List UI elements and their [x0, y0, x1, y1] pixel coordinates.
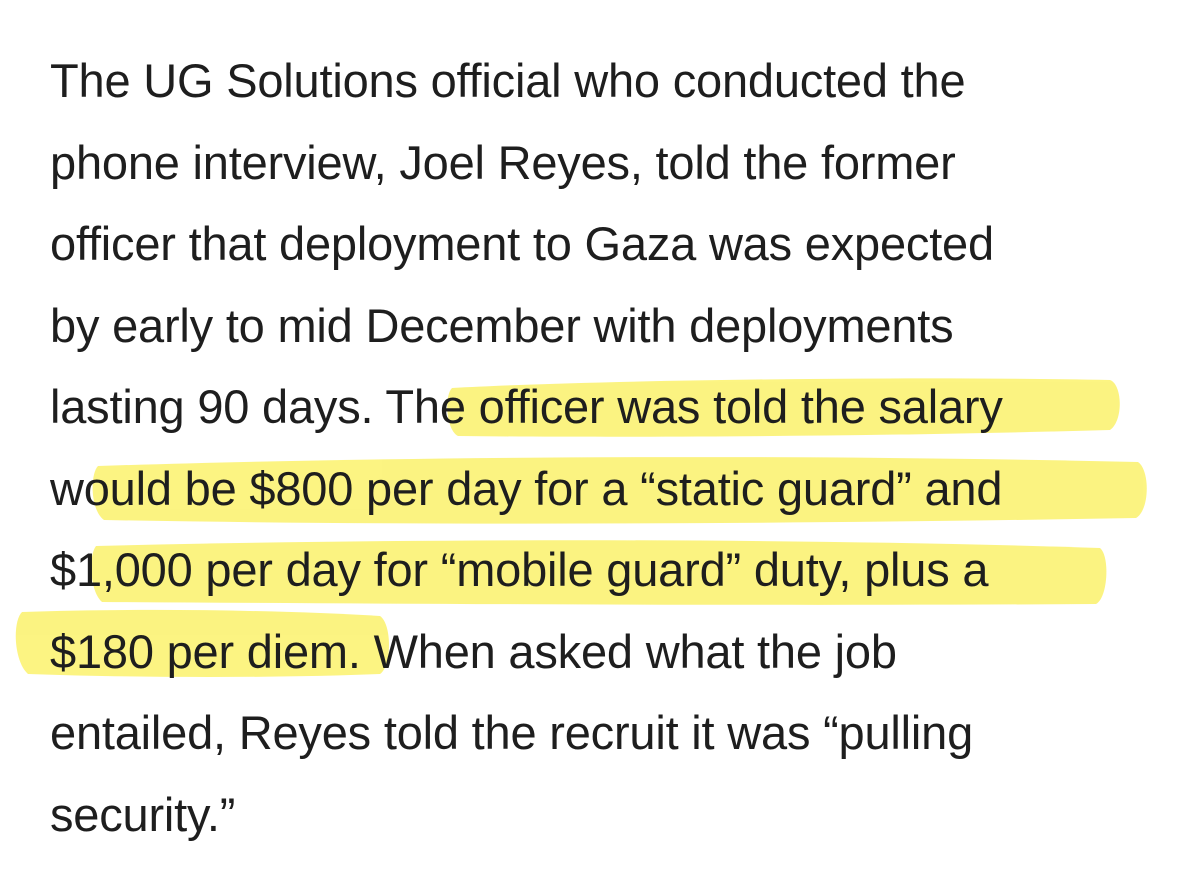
- text-line: $1,000 per day for “mobile guard” duty, …: [50, 543, 989, 596]
- text-line: would be $800 per day for a “static guar…: [50, 461, 1003, 515]
- text-line: lasting 90 days. The officer was told th…: [50, 380, 1003, 433]
- text-line: phone interview, Joel Reyes, told the fo…: [50, 135, 956, 189]
- article-paragraph: The UG Solutions official who conducted …: [50, 40, 1160, 855]
- text-line: entailed, Reyes told the recruit it was …: [50, 706, 974, 759]
- text-line: $180 per diem. When asked what the job: [50, 624, 897, 678]
- text-line: by early to mid December with deployment…: [50, 298, 954, 352]
- text-line: security.”: [50, 787, 236, 841]
- text-line: The UG Solutions official who conducted …: [50, 54, 966, 107]
- text-line: officer that deployment to Gaza was expe…: [50, 217, 994, 270]
